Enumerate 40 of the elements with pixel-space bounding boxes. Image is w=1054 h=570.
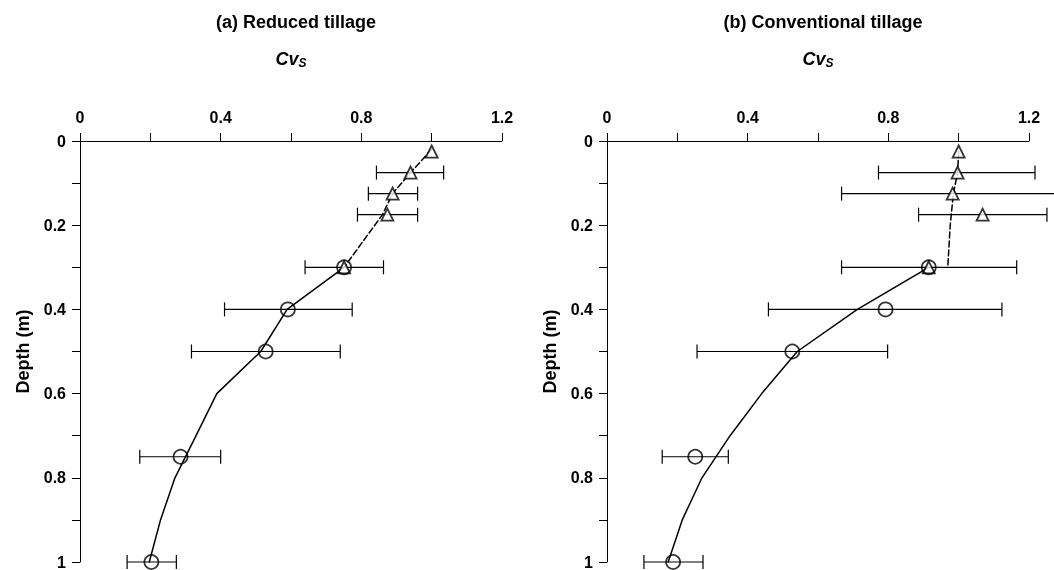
point — [945, 186, 960, 201]
y-tick-label: 0.4 — [43, 300, 67, 318]
y-tick-label: 0.6 — [43, 385, 67, 403]
point — [143, 554, 160, 570]
y-tick-label: 0.2 — [43, 216, 67, 234]
x-tick-label: 0.4 — [736, 108, 759, 126]
x-tick-label: 0 — [75, 108, 85, 126]
y-tick-label: 0 — [57, 132, 67, 150]
y-tick-label: 0.6 — [570, 385, 594, 403]
point — [385, 186, 400, 201]
x-tick-label: 0 — [602, 108, 612, 126]
y-tick-label: 0.4 — [570, 300, 594, 318]
x-tick-label: 0.4 — [209, 108, 232, 126]
point — [380, 207, 395, 222]
point — [424, 144, 439, 159]
point — [172, 448, 189, 465]
x-tick-label: 0.8 — [350, 108, 373, 126]
x-tick-label: 0.8 — [877, 108, 900, 126]
point — [784, 343, 801, 360]
y-axis-title: Depth (m) — [13, 309, 33, 394]
point — [687, 448, 704, 465]
point — [950, 165, 965, 180]
y-tick-label: 0.8 — [570, 469, 594, 487]
point — [279, 301, 296, 318]
y-tick-label: 0.2 — [570, 216, 594, 234]
x-tick-label: 1.2 — [490, 108, 514, 126]
point — [975, 207, 990, 222]
y-axis-title: Depth (m) — [540, 309, 560, 394]
y-tick-label: 1 — [584, 553, 594, 570]
point — [951, 144, 966, 159]
y-tick-label: 0.8 — [43, 469, 67, 487]
point — [665, 554, 682, 570]
chart-title: (a) Reduced tillage — [215, 12, 377, 32]
point — [403, 165, 418, 180]
chart-title: (b) Conventional tillage — [723, 12, 923, 32]
y-tick-label: 1 — [57, 553, 67, 570]
y-tick-label: 0 — [584, 132, 594, 150]
x-tick-label: 1.2 — [1017, 108, 1041, 126]
point — [877, 301, 894, 318]
point — [257, 343, 274, 360]
